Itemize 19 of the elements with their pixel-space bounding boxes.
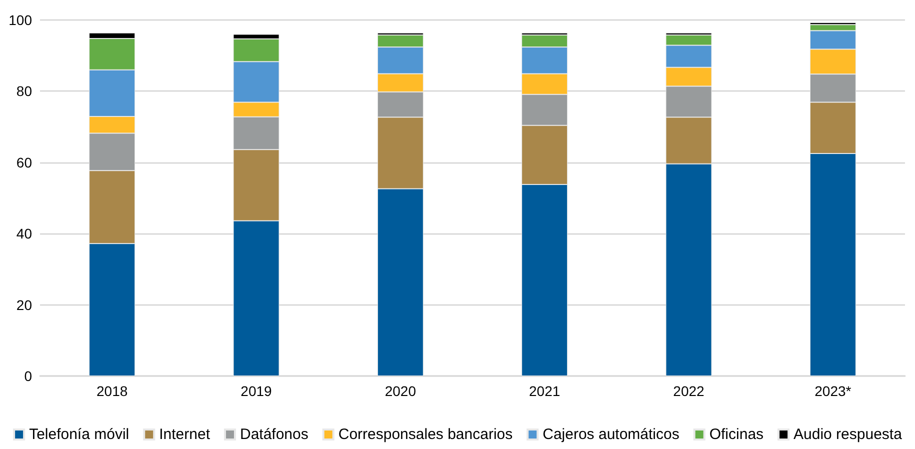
x-tick-label: 2023* [814,383,852,399]
legend-label: Cajeros automáticos [542,426,680,443]
x-tick-label: 2020 [384,383,416,399]
legend-label: Datáfonos [240,426,308,443]
y-tick-label: 60 [16,154,32,170]
x-tick-label: 2021 [529,383,560,399]
y-tick-label: 80 [16,83,32,100]
y-tick-label: 20 [16,296,32,313]
x-tick-label: 2019 [240,383,272,399]
y-tick-label: 0 [24,368,32,384]
legend-label: Telefonía móvil [29,426,130,443]
x-tick-label: 2022 [673,383,705,399]
legend-label: Internet [159,426,211,443]
legend-label: Oficinas [709,426,764,443]
legend-label: Audio respuesta [794,426,903,443]
x-tick-label: 2018 [96,383,128,399]
y-tick-label: 40 [16,226,32,242]
legend-label: Corresponsales bancarios [338,426,513,443]
y-tick-label: 100 [8,12,32,28]
